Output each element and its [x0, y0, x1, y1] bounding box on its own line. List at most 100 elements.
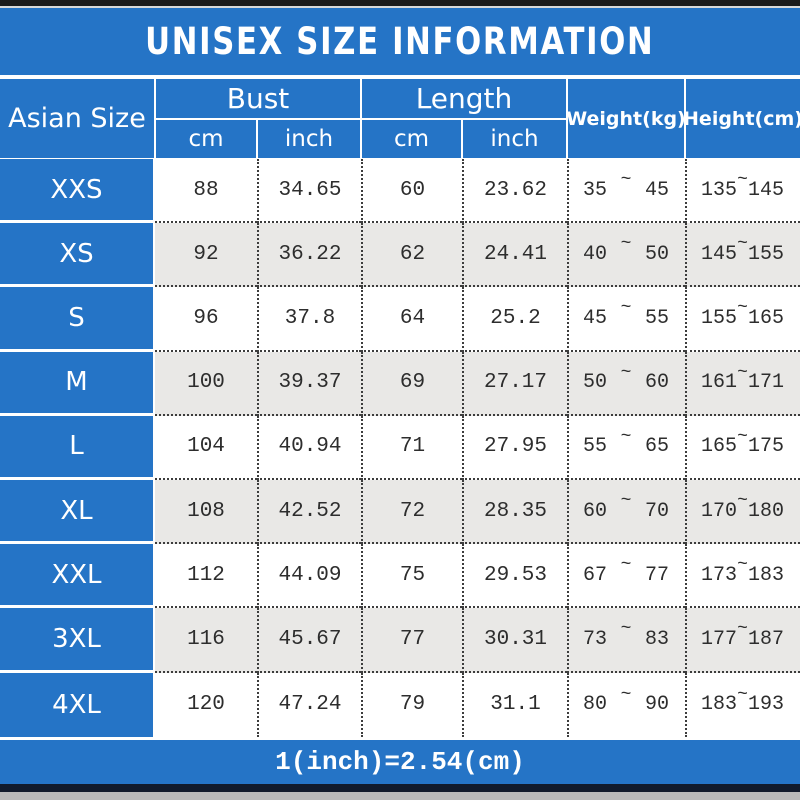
tilde-separator: ~ — [737, 555, 748, 576]
height-range: 183 ~ 193 — [685, 672, 800, 737]
height-range: 170 ~ 180 — [685, 479, 800, 545]
height-range: 165 ~ 175 — [685, 415, 800, 480]
bust-inch-value: 39.37 — [257, 351, 361, 416]
height-max-value: 165 — [747, 306, 784, 330]
subheader-length-inch: inch — [462, 119, 567, 159]
tilde-separator: ~ — [620, 362, 632, 383]
bust-cm-value: 100 — [155, 351, 257, 416]
weight-min-value: 60 — [583, 499, 608, 523]
height-max-value: 193 — [747, 693, 784, 717]
bust-inch-value: 34.65 — [257, 159, 361, 224]
length-inch-value: 31.1 — [462, 672, 567, 737]
length-cm-value: 72 — [361, 479, 462, 545]
weight-min-value: 67 — [583, 563, 608, 587]
weight-min-value: 73 — [583, 627, 608, 651]
height-max-value: 145 — [747, 178, 784, 202]
weight-min-value: 55 — [583, 435, 608, 459]
bust-cm-value: 116 — [155, 608, 257, 673]
table-row: S 96 37.8 64 25.2 45 ~ 55 155 ~ 165 — [0, 287, 800, 352]
size-label: M — [0, 351, 155, 416]
size-label: S — [0, 287, 155, 352]
subheader-bust-cm: cm — [155, 119, 257, 159]
size-label: XS — [0, 223, 155, 288]
bust-cm-value: 96 — [155, 287, 257, 352]
length-cm-value: 62 — [361, 223, 462, 288]
length-cm-value: 75 — [361, 544, 462, 609]
weight-range: 60 ~ 70 — [567, 479, 685, 545]
height-min-value: 155 — [701, 306, 738, 330]
length-cm-value: 71 — [361, 415, 462, 480]
height-max-value: 180 — [747, 499, 784, 523]
length-cm-value: 64 — [361, 287, 462, 352]
size-label: 3XL — [0, 608, 155, 673]
tilde-separator: ~ — [620, 491, 632, 512]
bust-inch-value: 40.94 — [257, 415, 361, 480]
length-inch-value: 30.31 — [462, 608, 567, 673]
table-row: 3XL 116 45.67 77 30.31 73 ~ 83 177 ~ 187 — [0, 608, 800, 673]
length-cm-value: 69 — [361, 351, 462, 416]
height-max-value: 187 — [747, 627, 784, 651]
bust-inch-value: 42.52 — [257, 479, 361, 545]
height-range: 135 ~ 145 — [685, 159, 800, 224]
weight-max-value: 55 — [644, 306, 669, 330]
bust-cm-value: 108 — [155, 479, 257, 545]
height-min-value: 170 — [701, 499, 738, 523]
bust-inch-value: 44.09 — [257, 544, 361, 609]
table-row: XXS 88 34.65 60 23.62 35 ~ 45 135 ~ 145 — [0, 159, 800, 224]
weight-range: 50 ~ 60 — [567, 351, 685, 416]
weight-range: 73 ~ 83 — [567, 608, 685, 673]
length-cm-value: 77 — [361, 608, 462, 673]
subheader-bust-inch: inch — [257, 119, 361, 159]
tilde-separator: ~ — [620, 170, 632, 191]
weight-max-value: 45 — [644, 178, 669, 202]
table-row: 4XL 120 47.24 79 31.1 80 ~ 90 183 ~ 193 — [0, 672, 800, 737]
size-label: XXL — [0, 544, 155, 609]
table-row: XL 108 42.52 72 28.35 60 ~ 70 170 ~ 180 — [0, 479, 800, 545]
height-range: 161 ~ 171 — [685, 351, 800, 416]
weight-range: 67 ~ 77 — [567, 544, 685, 609]
weight-max-value: 65 — [644, 435, 669, 459]
height-min-value: 177 — [701, 627, 738, 651]
weight-max-value: 70 — [644, 499, 669, 523]
tilde-separator: ~ — [737, 362, 748, 383]
conversion-note: 1(inch)=2.54(cm) — [275, 746, 525, 777]
table-header: Asian Size Bust Length Weight(kg) Height… — [0, 78, 800, 159]
height-min-value: 135 — [701, 178, 738, 202]
height-min-value: 183 — [701, 693, 738, 717]
weight-max-value: 83 — [644, 627, 669, 651]
tilde-separator: ~ — [737, 170, 748, 191]
tilde-separator: ~ — [620, 234, 632, 255]
height-range: 155 ~ 165 — [685, 287, 800, 352]
weight-min-value: 80 — [583, 693, 608, 717]
length-inch-value: 27.95 — [462, 415, 567, 480]
bust-cm-value: 120 — [155, 672, 257, 737]
weight-min-value: 45 — [583, 306, 608, 330]
column-header-bust: Bust — [155, 78, 361, 119]
tilde-separator: ~ — [620, 426, 632, 447]
weight-range: 45 ~ 55 — [567, 287, 685, 352]
weight-max-value: 77 — [644, 563, 669, 587]
bottom-border-bar — [0, 783, 800, 792]
length-cm-value: 79 — [361, 672, 462, 737]
height-max-value: 175 — [747, 435, 784, 459]
height-max-value: 183 — [747, 563, 784, 587]
height-max-value: 155 — [747, 242, 784, 266]
weight-min-value: 35 — [583, 178, 608, 202]
tilde-separator: ~ — [737, 298, 748, 319]
bust-cm-value: 88 — [155, 159, 257, 224]
height-min-value: 173 — [701, 563, 738, 587]
page-title: UNISEX SIZE INFORMATION — [145, 20, 655, 63]
tilde-separator: ~ — [620, 684, 632, 705]
tilde-separator: ~ — [737, 491, 748, 512]
table-row: M 100 39.37 69 27.17 50 ~ 60 161 ~ 171 — [0, 351, 800, 416]
length-inch-value: 27.17 — [462, 351, 567, 416]
weight-range: 40 ~ 50 — [567, 223, 685, 288]
size-label: XL — [0, 479, 155, 545]
weight-min-value: 50 — [583, 371, 608, 395]
column-header-asian-size: Asian Size — [0, 78, 155, 159]
weight-min-value: 40 — [583, 242, 608, 266]
table-row: XS 92 36.22 62 24.41 40 ~ 50 145 ~ 155 — [0, 223, 800, 288]
height-min-value: 145 — [701, 242, 738, 266]
height-max-value: 171 — [747, 371, 784, 395]
